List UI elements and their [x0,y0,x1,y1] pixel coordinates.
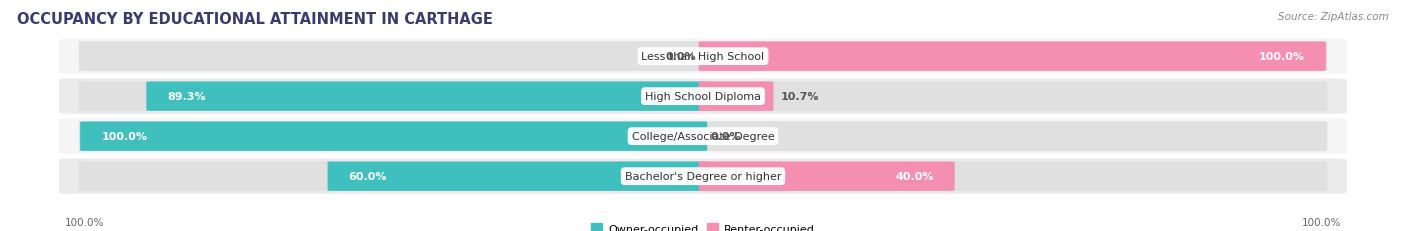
FancyBboxPatch shape [328,162,707,191]
Text: Bachelor's Degree or higher: Bachelor's Degree or higher [624,171,782,181]
Text: High School Diploma: High School Diploma [645,92,761,102]
Text: 89.3%: 89.3% [167,92,207,102]
Text: 100.0%: 100.0% [1258,52,1305,62]
FancyBboxPatch shape [79,42,1327,72]
FancyBboxPatch shape [699,162,955,191]
FancyBboxPatch shape [79,161,1327,191]
Text: OCCUPANCY BY EDUCATIONAL ATTAINMENT IN CARTHAGE: OCCUPANCY BY EDUCATIONAL ATTAINMENT IN C… [17,12,492,27]
FancyBboxPatch shape [59,159,1347,194]
Text: 60.0%: 60.0% [349,171,387,181]
Text: 100.0%: 100.0% [1302,217,1341,227]
FancyBboxPatch shape [59,39,1347,74]
Text: Source: ZipAtlas.com: Source: ZipAtlas.com [1278,12,1389,21]
Text: Less than High School: Less than High School [641,52,765,62]
Legend: Owner-occupied, Renter-occupied: Owner-occupied, Renter-occupied [592,223,814,231]
Text: College/Associate Degree: College/Associate Degree [631,132,775,142]
Text: 100.0%: 100.0% [101,132,148,142]
FancyBboxPatch shape [59,79,1347,114]
Text: 0.0%: 0.0% [710,132,741,142]
FancyBboxPatch shape [146,82,707,111]
FancyBboxPatch shape [699,42,1326,72]
FancyBboxPatch shape [699,82,773,111]
FancyBboxPatch shape [79,82,1327,112]
Text: 0.0%: 0.0% [665,52,696,62]
Text: 40.0%: 40.0% [896,171,934,181]
FancyBboxPatch shape [79,122,1327,152]
FancyBboxPatch shape [80,122,707,151]
FancyBboxPatch shape [59,119,1347,154]
Text: 100.0%: 100.0% [65,217,104,227]
Text: 10.7%: 10.7% [780,92,818,102]
